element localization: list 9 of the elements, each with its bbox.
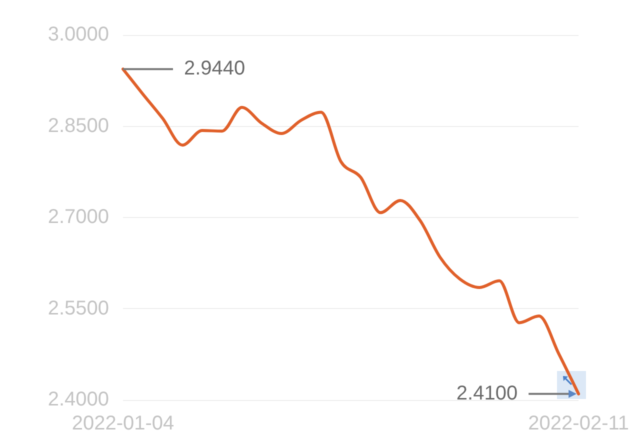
- y-tick-label: 3.0000: [48, 24, 109, 46]
- annotation: 2.9440: [184, 58, 246, 80]
- y-tick-label: 2.5500: [48, 297, 109, 320]
- y-tick-label: 2.8500: [48, 114, 109, 137]
- y-tick-label: 2.7000: [48, 206, 109, 228]
- annotation: 2.4100: [456, 382, 518, 404]
- x-tick-label: 2022-02-11: [528, 412, 630, 435]
- y-tick-label: 2.4000: [48, 388, 109, 411]
- x-tick-label: 2022-01-04: [72, 412, 174, 435]
